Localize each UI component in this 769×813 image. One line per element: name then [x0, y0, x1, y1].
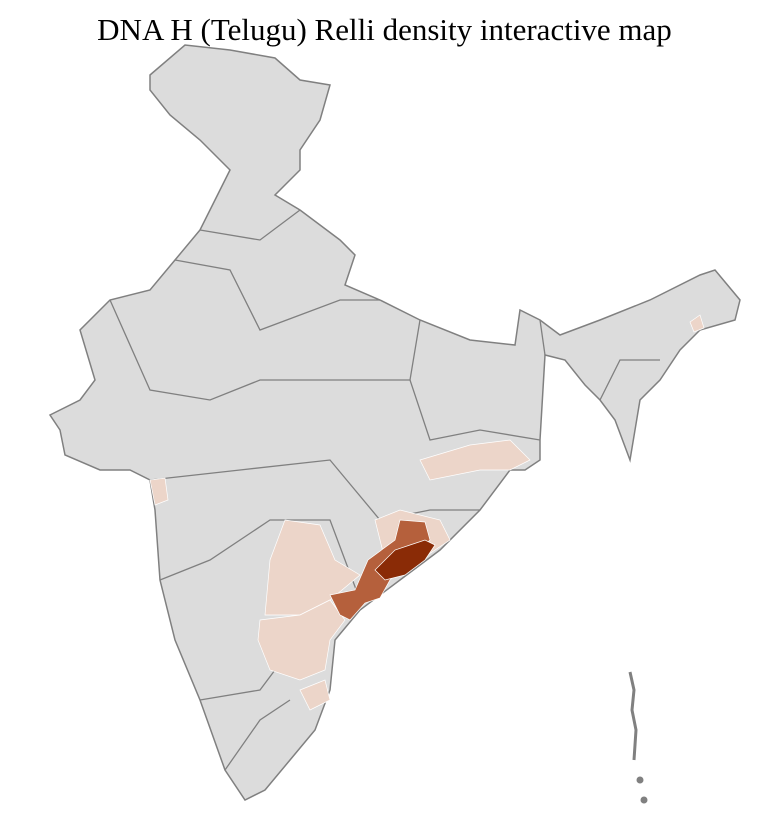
density-layer — [149, 314, 705, 711]
india-outline[interactable] — [48, 44, 741, 801]
region-low-bengal[interactable] — [419, 439, 531, 481]
andaman-nicobar-islands — [628, 671, 648, 804]
region-low-south[interactable] — [299, 679, 331, 711]
india-base-layer — [48, 44, 741, 804]
region-high-north-coastal-andhra[interactable] — [374, 539, 436, 581]
map-title: DNA H (Telugu) Relli density interactive… — [97, 12, 672, 47]
region-low-gujarat[interactable] — [149, 477, 169, 506]
region-low-northeast[interactable] — [689, 314, 705, 333]
region-low-rayalaseema[interactable] — [257, 599, 346, 681]
